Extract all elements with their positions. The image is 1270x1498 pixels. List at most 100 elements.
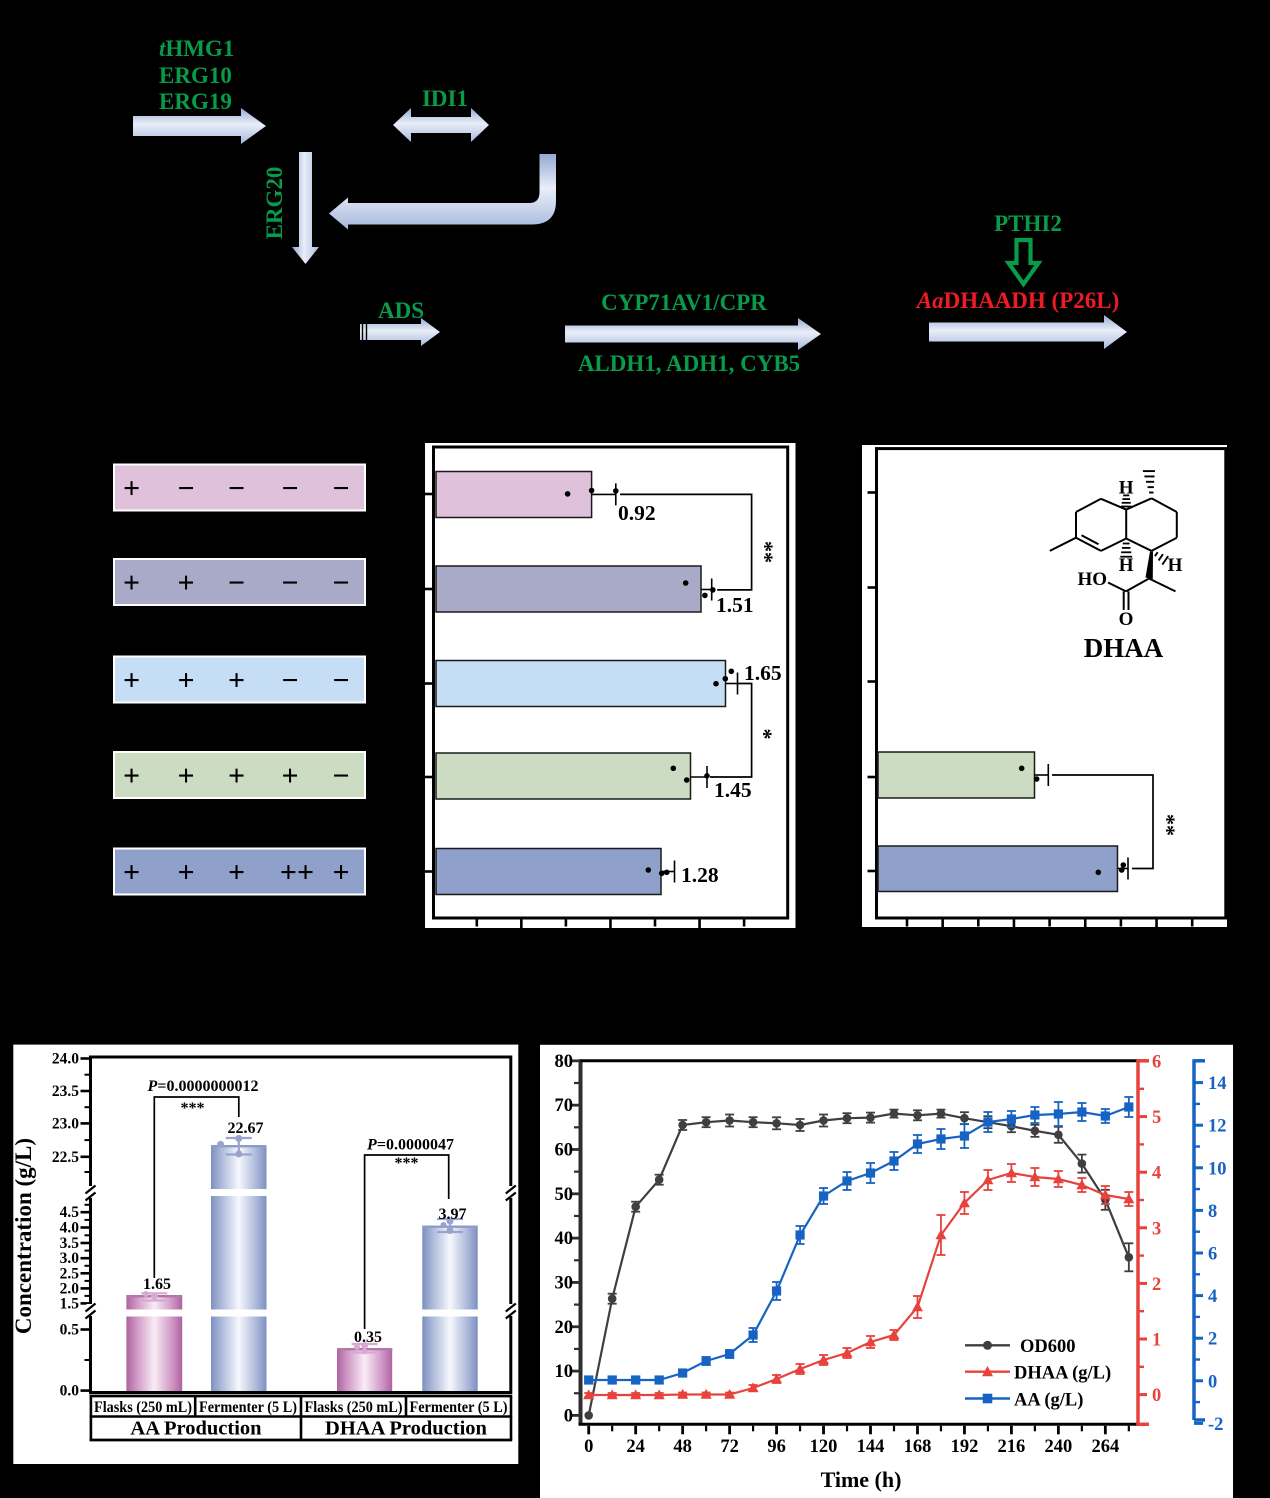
svg-text:6: 6: [1152, 1053, 1161, 1073]
svg-text:1: 1: [1152, 1331, 1161, 1351]
svg-text:4.5: 4.5: [60, 1204, 80, 1221]
svg-text:0: 0: [1208, 1372, 1217, 1392]
svg-text:−: −: [332, 760, 349, 793]
svg-text:40: 40: [555, 1229, 574, 1249]
svg-text:Fermenter (5 L): Fermenter (5 L): [410, 1399, 508, 1416]
svg-text:**: **: [753, 541, 778, 563]
svg-text:+: +: [177, 567, 194, 600]
svg-text:70: 70: [555, 1096, 574, 1116]
svg-text:H: H: [1168, 555, 1183, 576]
svg-text:+: +: [123, 664, 140, 697]
svg-text:1.5: 1.5: [60, 1295, 80, 1312]
svg-text:2: 2: [1152, 1275, 1161, 1295]
svg-text:+: +: [332, 856, 349, 889]
svg-text:0: 0: [564, 1406, 573, 1426]
svg-text:Time (h): Time (h): [821, 1467, 902, 1492]
svg-text:H: H: [1119, 478, 1134, 499]
svg-text:22.5: 22.5: [52, 1149, 79, 1166]
svg-text:ALDH1, ADH1, CYB5: ALDH1, ADH1, CYB5: [578, 351, 800, 376]
svg-text:0.92: 0.92: [618, 501, 656, 525]
svg-text:30: 30: [555, 1273, 574, 1293]
svg-text:+: +: [281, 760, 298, 793]
svg-text:22.67: 22.67: [228, 1120, 264, 1137]
svg-text:96: 96: [767, 1437, 786, 1457]
svg-text:−: −: [228, 567, 245, 600]
svg-text:0.5: 0.5: [60, 1322, 80, 1339]
svg-text:+: +: [123, 760, 140, 793]
svg-text:**: **: [1155, 814, 1180, 836]
svg-text:−: −: [281, 472, 298, 505]
svg-text:120: 120: [810, 1437, 838, 1457]
svg-text:1.51: 1.51: [716, 593, 754, 617]
svg-text:4: 4: [1208, 1287, 1217, 1307]
svg-text:Flasks (250 mL): Flasks (250 mL): [305, 1399, 403, 1416]
svg-text:Fermenter (5 L): Fermenter (5 L): [199, 1399, 297, 1416]
svg-text:+: +: [177, 664, 194, 697]
svg-text:DHAA (g/L): DHAA (g/L): [1014, 1364, 1111, 1384]
svg-text:3.97: 3.97: [439, 1206, 467, 1223]
svg-text:+: +: [123, 567, 140, 600]
svg-text:+: +: [228, 856, 245, 889]
svg-text:0.0: 0.0: [60, 1383, 80, 1400]
svg-text:240: 240: [1045, 1437, 1073, 1457]
svg-text:+: +: [177, 760, 194, 793]
svg-text:Flasks (250 mL): Flasks (250 mL): [94, 1399, 192, 1416]
svg-text:48: 48: [673, 1437, 692, 1457]
svg-text:ERG19: ERG19: [159, 89, 232, 114]
svg-text:−: −: [281, 664, 298, 697]
svg-text:6: 6: [1208, 1245, 1217, 1265]
svg-text:ADS: ADS: [378, 298, 424, 323]
svg-text:216: 216: [998, 1437, 1026, 1457]
svg-text:3: 3: [1152, 1219, 1161, 1239]
svg-text:3.5: 3.5: [60, 1235, 80, 1252]
svg-text:5: 5: [1152, 1108, 1161, 1128]
svg-text:2: 2: [1208, 1330, 1217, 1350]
svg-text:3.0: 3.0: [60, 1250, 80, 1267]
svg-text:H: H: [1119, 555, 1134, 576]
svg-text:P=0.0000000012: P=0.0000000012: [147, 1078, 259, 1095]
svg-text:8: 8: [1208, 1202, 1217, 1222]
svg-text:14: 14: [1208, 1074, 1227, 1094]
svg-text:−: −: [332, 664, 349, 697]
svg-text:DHAA: DHAA: [1084, 633, 1164, 663]
svg-text:2.0: 2.0: [60, 1280, 80, 1297]
svg-text:192: 192: [951, 1437, 979, 1457]
svg-text:ERG20: ERG20: [262, 167, 287, 240]
svg-text:10: 10: [1208, 1159, 1227, 1179]
svg-text:0: 0: [1152, 1386, 1161, 1406]
svg-text:20: 20: [555, 1318, 574, 1338]
svg-text:O: O: [1119, 609, 1134, 630]
svg-text:−: −: [332, 567, 349, 600]
svg-text:AaDHAADH (P26L): AaDHAADH (P26L): [915, 288, 1120, 313]
svg-text:+: +: [177, 856, 194, 889]
svg-text:24.0: 24.0: [52, 1051, 79, 1068]
svg-text:+: +: [228, 760, 245, 793]
svg-text:***: ***: [395, 1155, 419, 1172]
svg-text:0: 0: [584, 1437, 593, 1457]
svg-text:−: −: [332, 472, 349, 505]
svg-text:ERG10: ERG10: [159, 63, 232, 88]
svg-text:+: +: [123, 856, 140, 889]
svg-text:4.0: 4.0: [60, 1220, 80, 1237]
svg-text:12: 12: [1208, 1117, 1227, 1137]
svg-text:2.5: 2.5: [60, 1265, 80, 1282]
svg-text:72: 72: [720, 1437, 739, 1457]
svg-text:23.0: 23.0: [52, 1115, 79, 1132]
svg-text:50: 50: [555, 1185, 574, 1205]
svg-text:264: 264: [1091, 1437, 1119, 1457]
svg-text:IDI1: IDI1: [422, 86, 468, 111]
svg-text:***: ***: [181, 1100, 205, 1117]
svg-text:+: +: [228, 664, 245, 697]
svg-text:*: *: [752, 729, 777, 740]
svg-text:P=0.0000047: P=0.0000047: [366, 1137, 454, 1154]
svg-text:OD600: OD600: [1020, 1337, 1076, 1357]
svg-text:1.28: 1.28: [681, 863, 719, 887]
svg-text:HO: HO: [1077, 569, 1107, 590]
svg-text:−: −: [228, 472, 245, 505]
svg-text:AA (g/L): AA (g/L): [1014, 1390, 1083, 1410]
svg-text:-2: -2: [1208, 1415, 1223, 1435]
svg-text:Concentration (g/L): Concentration (g/L): [11, 1138, 36, 1334]
svg-text:PTHI2: PTHI2: [994, 211, 1062, 236]
svg-text:−: −: [177, 472, 194, 505]
svg-text:4: 4: [1152, 1164, 1161, 1184]
